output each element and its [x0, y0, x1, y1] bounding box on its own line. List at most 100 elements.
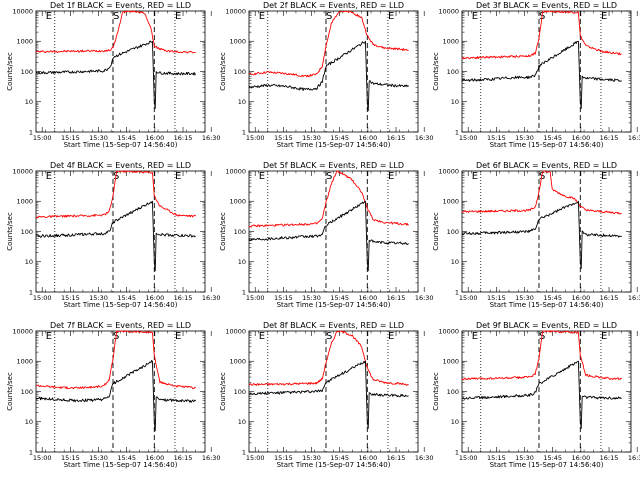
x-tick-label: 15:30 [515, 454, 534, 462]
lld-series-line [248, 170, 409, 228]
chart-panel: Det 8f BLACK = Events, RED = LLD 1 10 100 10… [213, 320, 434, 480]
y-axis-label: Counts/sec [432, 212, 440, 251]
event-label: E [175, 331, 181, 342]
y-tick-label: 10 [238, 418, 246, 426]
y-tick-label: 1000 [16, 358, 33, 366]
x-tick-label: 16:30 [202, 134, 221, 142]
chart-panel: Det 2f BLACK = Events, RED = LLD 1 10 100 10… [213, 0, 434, 160]
x-axis-label: Start Time (15-Sep-07 14:56:40) [490, 141, 604, 149]
x-tick-label: 16:30 [628, 134, 640, 142]
x-tick-label: 15:15 [274, 134, 293, 142]
event-label: E [259, 331, 265, 342]
y-axis-label: Counts/sec [219, 212, 227, 251]
x-tick-label: 16:15 [387, 134, 406, 142]
x-tick-label: 16:30 [202, 294, 221, 302]
plot-frame [35, 10, 206, 133]
y-axis-label: Counts/sec [432, 52, 440, 91]
event-label: S [326, 11, 332, 22]
events-series-line [248, 360, 409, 429]
x-tick-label: 16:00 [358, 294, 377, 302]
y-tick-label: 100 [21, 68, 33, 76]
y-tick-label: 10 [238, 98, 246, 106]
y-tick-label: 10000 [225, 327, 246, 335]
chart-title: Det 9f BLACK = Events, RED = LLD [476, 321, 617, 330]
x-tick-label: 15:00 [33, 454, 52, 462]
event-label: S [539, 171, 545, 182]
y-tick-label: 100 [234, 228, 246, 236]
plot-frame [35, 330, 206, 453]
plot-frame [461, 330, 632, 453]
y-tick-label: 1000 [442, 38, 459, 46]
x-tick-label: 16:00 [571, 294, 590, 302]
x-tick-label: 16:00 [571, 454, 590, 462]
x-tick-label: 15:30 [302, 134, 321, 142]
chart-panel: Det 7f BLACK = Events, RED = LLD 1 10 100 10… [0, 320, 221, 480]
x-tick-label: 16:00 [571, 134, 590, 142]
events-series-line [35, 359, 196, 432]
x-tick-label: 15:45 [330, 134, 349, 142]
x-axis-label: Start Time (15-Sep-07 14:56:40) [64, 301, 178, 309]
chart-panel: Det 1f BLACK = Events, RED = LLD 1 10 100 10… [0, 0, 221, 160]
x-tick-label: 15:30 [89, 454, 108, 462]
y-tick-label: 100 [21, 388, 33, 396]
lld-series-line [35, 170, 196, 219]
y-tick-label: 100 [447, 68, 459, 76]
y-tick-label: 1000 [442, 358, 459, 366]
chart-svg: Det 2f BLACK = Events, RED = LLD 1 10 100 10… [219, 1, 434, 149]
x-tick-label: 16:30 [415, 294, 434, 302]
x-tick-label: 15:45 [117, 134, 136, 142]
x-tick-label: 15:30 [89, 134, 108, 142]
x-tick-label: 15:30 [515, 134, 534, 142]
event-label: E [472, 331, 478, 342]
y-tick-label: 1000 [229, 358, 246, 366]
lld-series-line [248, 330, 409, 386]
x-axis-label: Start Time (15-Sep-07 14:56:40) [277, 141, 391, 149]
y-tick-label: 10000 [225, 167, 246, 175]
events-series-line [461, 200, 622, 269]
lld-series-line [461, 330, 622, 381]
lld-series-line [461, 10, 622, 60]
x-tick-label: 15:15 [274, 294, 293, 302]
chart-svg: Det 4f BLACK = Events, RED = LLD 1 10 100 10… [6, 161, 221, 309]
event-label: E [601, 331, 607, 342]
x-tick-label: 16:00 [358, 134, 377, 142]
chart-title: Det 5f BLACK = Events, RED = LLD [263, 161, 404, 170]
events-series-line [461, 40, 622, 109]
y-tick-label: 10000 [438, 7, 459, 15]
plot-frame [461, 10, 632, 133]
y-axis-label: Counts/sec [6, 372, 14, 411]
y-tick-label: 100 [234, 68, 246, 76]
event-label: E [46, 171, 52, 182]
x-tick-label: 16:30 [202, 454, 221, 462]
events-series-line [461, 360, 622, 429]
events-series-line [248, 200, 409, 272]
event-label: E [472, 171, 478, 182]
x-tick-label: 16:30 [415, 134, 434, 142]
events-series-line [248, 40, 409, 112]
event-label: E [175, 171, 181, 182]
y-tick-label: 10000 [225, 7, 246, 15]
chart-svg: Det 8f BLACK = Events, RED = LLD 1 10 100 10… [219, 321, 434, 469]
x-tick-label: 16:15 [387, 294, 406, 302]
event-label: E [601, 171, 607, 182]
x-tick-label: 16:00 [145, 454, 164, 462]
chart-svg: Det 9f BLACK = Events, RED = LLD 1 10 100 10… [432, 321, 640, 469]
chart-svg: Det 7f BLACK = Events, RED = LLD 1 10 100 10… [6, 321, 221, 469]
chart-svg: Det 1f BLACK = Events, RED = LLD 1 10 100 10… [6, 1, 221, 149]
plot-frame [248, 170, 419, 293]
plot-frame [248, 10, 419, 133]
y-tick-label: 1 [29, 288, 33, 296]
chart-title: Det 8f BLACK = Events, RED = LLD [263, 321, 404, 330]
event-label: E [259, 11, 265, 22]
event-label: S [326, 171, 332, 182]
x-axis-label: Start Time (15-Sep-07 14:56:40) [64, 141, 178, 149]
x-tick-label: 16:30 [628, 294, 640, 302]
y-axis-label: Counts/sec [6, 212, 14, 251]
y-tick-label: 10 [451, 418, 459, 426]
x-tick-label: 15:30 [302, 454, 321, 462]
event-label: E [472, 11, 478, 22]
y-tick-label: 1 [242, 128, 246, 136]
x-tick-label: 15:30 [302, 294, 321, 302]
y-tick-label: 10 [451, 258, 459, 266]
events-series-line [35, 200, 196, 272]
